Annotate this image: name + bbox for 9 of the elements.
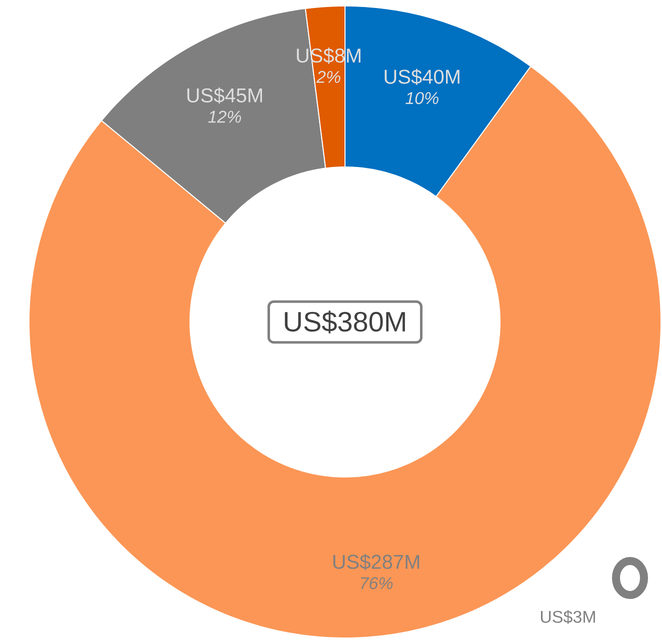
text: US$380M (284, 310, 405, 334)
text: US$3M (540, 610, 595, 624)
data-label: 76% (361, 577, 393, 590)
data-label: 10% (406, 92, 438, 104)
text: US$40M (384, 68, 460, 86)
data-label: 2% (316, 70, 340, 83)
text: US$45M (187, 88, 262, 104)
data-label: 12% (208, 110, 242, 123)
text: US$287M (333, 554, 420, 570)
